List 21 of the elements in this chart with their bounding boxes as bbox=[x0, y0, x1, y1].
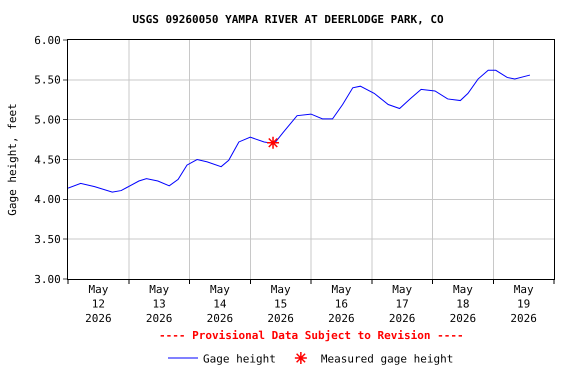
chart-title: USGS 09260050 YAMPA RIVER AT DEERLODGE PARK, CO bbox=[132, 13, 444, 26]
x-tick-label: May 13 2026 bbox=[146, 283, 172, 325]
y-tick-label: 4.50 bbox=[34, 153, 61, 166]
y-axis-title: Gage height, feet bbox=[6, 103, 19, 216]
line-series bbox=[68, 70, 530, 193]
x-tick-label: May 18 2026 bbox=[450, 283, 476, 325]
legend-label: Gage height bbox=[203, 352, 276, 366]
x-tick-label: May 17 2026 bbox=[388, 283, 416, 325]
x-tick-label: May 14 2026 bbox=[206, 283, 234, 325]
y-tick-label: 5.50 bbox=[34, 74, 61, 87]
x-tick-label: May 16 2026 bbox=[328, 283, 355, 325]
x-tick-label: May 12 2026 bbox=[85, 283, 112, 325]
legend-label: Measured gage height bbox=[320, 352, 454, 366]
y-tick-label: 3.00 bbox=[34, 272, 61, 286]
y-tick-label: 5.00 bbox=[34, 114, 61, 127]
x-tick-label: May 15 2026 bbox=[267, 283, 294, 325]
y-tick-label: 4.00 bbox=[34, 193, 61, 206]
y-tick-label: 3.50 bbox=[34, 233, 61, 246]
x-tick-label: May 19 2026 bbox=[510, 283, 537, 325]
y-tick-label: 6.00 bbox=[34, 34, 61, 47]
text: ---- Provisional Data Subject to Revision ---- bbox=[159, 329, 464, 342]
